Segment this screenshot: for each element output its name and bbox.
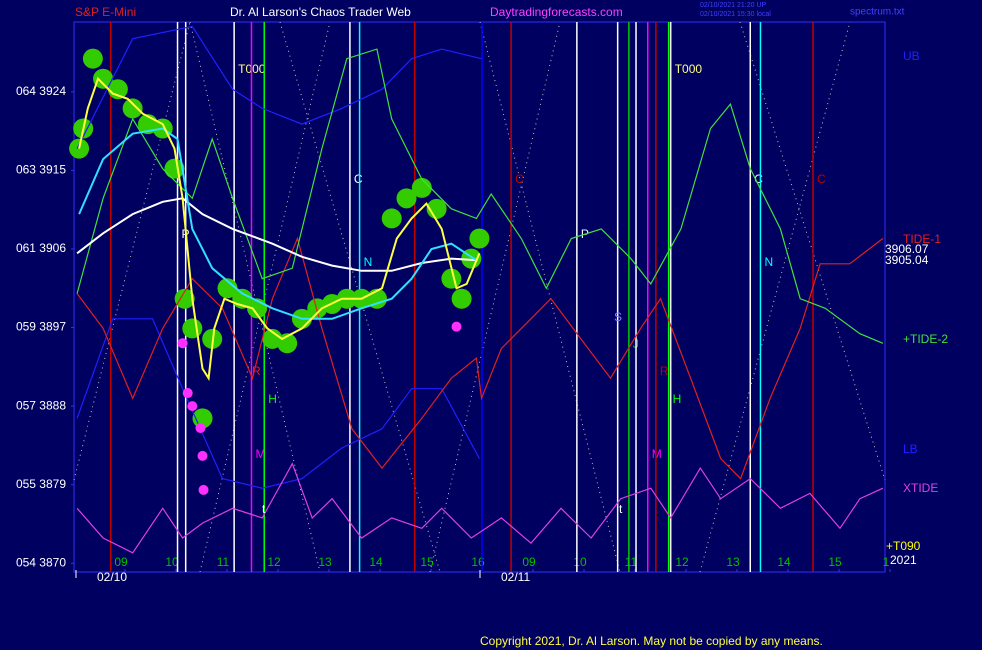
date-label: 02/10 bbox=[97, 570, 127, 584]
series-line bbox=[76, 236, 884, 480]
stamp: 02/10/2021 21:20 UP bbox=[700, 2, 766, 9]
series-line bbox=[78, 76, 481, 382]
y-tick-label: 054 3870 bbox=[16, 555, 66, 569]
time-line-label: C bbox=[754, 172, 763, 186]
pivot-dot bbox=[451, 321, 462, 332]
y-tick-label: 057 3888 bbox=[16, 398, 66, 412]
x-tick-label: 09 bbox=[114, 555, 128, 569]
x-tick-label: 09 bbox=[522, 555, 536, 569]
series-line bbox=[76, 197, 478, 272]
time-line-label: C bbox=[515, 172, 524, 186]
price-bar bbox=[411, 177, 432, 198]
x-tick-label: 15 bbox=[420, 555, 434, 569]
site: Daytradingforecasts.com bbox=[490, 5, 623, 19]
x-tick-label: 12 bbox=[675, 555, 689, 569]
y-tick-label: 055 3879 bbox=[16, 477, 66, 491]
chart-title: Dr. Al Larson's Chaos Trader Web bbox=[230, 5, 411, 19]
y-tick-label: 063 3915 bbox=[16, 163, 66, 177]
price-bar bbox=[381, 208, 402, 229]
pivot-dot bbox=[197, 450, 208, 461]
x-tick-label: 11 bbox=[625, 555, 638, 569]
annotation: R bbox=[252, 364, 261, 378]
y-tick-label: 061 3906 bbox=[16, 241, 66, 255]
x-tick-label: 15 bbox=[828, 555, 842, 569]
price-bar bbox=[217, 278, 238, 299]
annotation: 3905.04 bbox=[885, 253, 929, 267]
time-line-label: R bbox=[660, 364, 669, 378]
time-line-label: M bbox=[652, 447, 662, 461]
annotation: +T090 bbox=[886, 539, 921, 553]
price-bar bbox=[396, 188, 417, 209]
time-line-label: M bbox=[255, 447, 265, 461]
time-line-label: N bbox=[764, 255, 773, 269]
pivot-dot bbox=[187, 401, 198, 412]
y-tick-label: 059 3897 bbox=[16, 320, 66, 334]
date-label: 02/11 bbox=[501, 570, 530, 584]
time-line-label: N bbox=[364, 255, 373, 269]
annotation: t bbox=[262, 502, 266, 516]
x-tick-label: 16 bbox=[471, 555, 485, 569]
series-label: XTIDE bbox=[903, 481, 938, 495]
time-line-label: C bbox=[354, 172, 363, 186]
stamp: 02/10/2021 15:30 local bbox=[700, 11, 771, 18]
price-bar bbox=[122, 98, 143, 119]
x-tick-label: 13 bbox=[318, 555, 332, 569]
annotation: 3906.07 bbox=[885, 242, 929, 256]
series-label: TIDE-1 bbox=[903, 232, 941, 246]
price-bar bbox=[451, 288, 472, 309]
x-tick-label: 14 bbox=[777, 555, 791, 569]
copyright: Copyright 2021, Dr. Al Larson. May not b… bbox=[480, 634, 823, 648]
price-bar bbox=[182, 318, 203, 339]
pivot-dot bbox=[177, 338, 188, 349]
price-bar bbox=[93, 68, 114, 89]
price-bar bbox=[174, 288, 195, 309]
price-bar bbox=[469, 228, 490, 249]
file-name: spectrum.txt bbox=[850, 7, 905, 18]
x-tick-label: 11 bbox=[217, 555, 230, 569]
series-line bbox=[76, 25, 482, 149]
time-line-label: C bbox=[817, 172, 826, 186]
series-label: +TIDE-2 bbox=[903, 332, 948, 346]
pivot-dot bbox=[195, 422, 206, 433]
series-line bbox=[76, 48, 884, 344]
price-bar bbox=[82, 48, 103, 69]
x-tick-label: 10 bbox=[573, 555, 587, 569]
pivot-dot bbox=[182, 388, 193, 399]
annotation: 2021 bbox=[890, 553, 917, 567]
pivot-dot bbox=[198, 484, 209, 495]
series-label: LB bbox=[903, 442, 918, 456]
plot-area bbox=[73, 21, 886, 573]
series-line bbox=[76, 318, 480, 489]
series-label: UB bbox=[903, 49, 920, 63]
time-line-label: H bbox=[268, 392, 277, 406]
annotation: t bbox=[619, 502, 623, 516]
x-tick-label: 1 bbox=[883, 555, 890, 569]
x-tick-label: 13 bbox=[726, 555, 740, 569]
y-tick-label: 064 3924 bbox=[16, 84, 66, 98]
annotation: S bbox=[614, 310, 622, 324]
instrument: S&P E-Mini bbox=[75, 5, 136, 19]
x-tick-label: 12 bbox=[267, 555, 281, 569]
x-tick-label: 10 bbox=[165, 555, 179, 569]
series-line bbox=[78, 127, 477, 320]
x-tick-label: 14 bbox=[369, 555, 383, 569]
series-line bbox=[76, 462, 884, 554]
time-line-label: H bbox=[673, 392, 682, 406]
price-bar bbox=[441, 268, 462, 289]
time-line-label: T000 bbox=[675, 62, 703, 76]
